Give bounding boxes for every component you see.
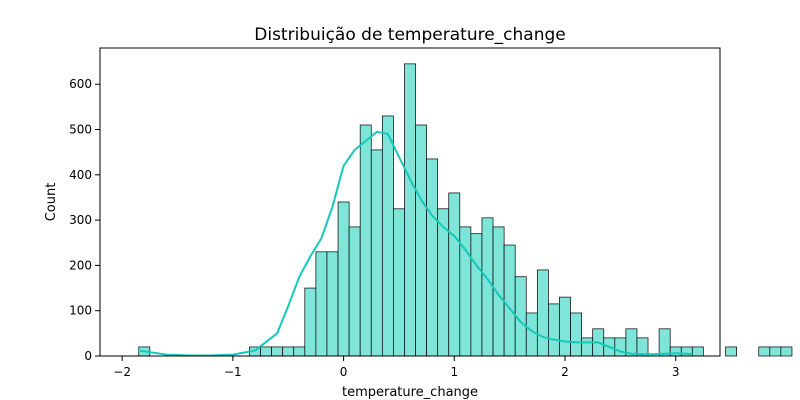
histogram-bar (448, 192, 461, 357)
y-axis-label: Count (44, 183, 59, 222)
x-tick-label: 2 (561, 365, 569, 379)
histogram-bar (758, 346, 771, 357)
histogram-bar (725, 346, 737, 357)
y-tick-label: 600 (69, 77, 92, 91)
histogram-bars (138, 63, 793, 357)
histogram-bar (426, 158, 439, 357)
histogram-bar (570, 312, 582, 357)
histogram-bar (525, 312, 538, 357)
histogram-bar (370, 149, 383, 357)
y-tick-label: 200 (69, 258, 92, 272)
kde-line (138, 130, 693, 357)
x-tick-label: −1 (224, 365, 242, 379)
histogram-bar (304, 287, 317, 357)
histogram-bar (260, 346, 272, 357)
histogram-bar (415, 124, 427, 357)
histogram-bar (282, 346, 295, 357)
chart-title: Distribuição de temperature_change (254, 25, 565, 45)
histogram-bar (271, 346, 284, 357)
y-tick-label: 100 (69, 304, 92, 318)
histogram-bar (669, 346, 682, 357)
histogram-bar (348, 226, 361, 357)
histogram-bar (780, 346, 793, 357)
histogram-bar (481, 217, 494, 357)
x-axis-label: temperature_change (342, 385, 478, 400)
x-tick-label: 1 (450, 365, 458, 379)
histogram-bar (404, 63, 416, 357)
histogram-bar (326, 251, 339, 357)
histogram-bar (625, 328, 638, 357)
histogram-bar (293, 346, 306, 357)
x-axis-ticks: −2 −1 0 1 2 3 (113, 356, 680, 379)
histogram-bar (393, 208, 405, 357)
histogram-bar (470, 233, 483, 357)
histogram-bar (559, 296, 571, 357)
histogram-bar (492, 226, 505, 357)
x-tick-label: 3 (672, 365, 680, 379)
plot-frame (99, 47, 721, 357)
y-axis-ticks: 0 100 200 300 400 500 600 (69, 77, 100, 363)
histogram-bar (503, 244, 516, 357)
x-tick-label: 0 (340, 365, 348, 379)
x-tick-label: −2 (113, 365, 131, 379)
histogram-bar (658, 328, 671, 357)
histogram-bar (337, 201, 350, 357)
histogram-bar (548, 303, 560, 357)
y-tick-label: 500 (69, 123, 92, 137)
histogram-bar (769, 346, 782, 357)
histogram-bar (581, 337, 594, 357)
y-tick-label: 0 (84, 349, 92, 363)
histogram-bar (381, 115, 394, 357)
histogram-bar (315, 251, 328, 357)
y-tick-label: 300 (69, 213, 92, 227)
y-tick-label: 400 (69, 168, 92, 182)
histogram-bar (359, 124, 372, 357)
histogram-bar (536, 269, 549, 357)
histogram-bar (691, 346, 704, 357)
